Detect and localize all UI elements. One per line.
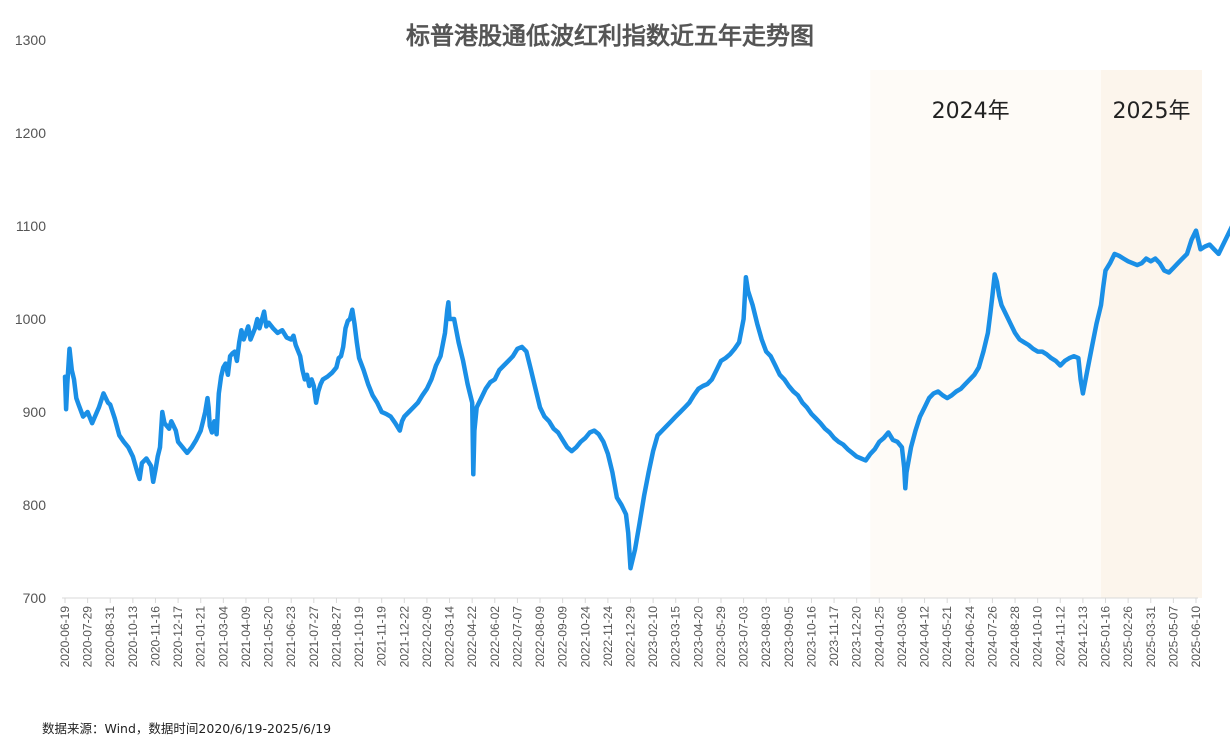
x-tick-label: 2023-11-17 <box>827 606 841 667</box>
x-tick-label: 2022-02-09 <box>420 606 434 668</box>
x-tick-label: 2022-08-09 <box>533 606 547 668</box>
x-tick-label: 2024-11-12 <box>1053 606 1067 667</box>
x-tick-label: 2021-11-19 <box>375 606 389 667</box>
x-tick-label: 2025-05-07 <box>1166 606 1180 668</box>
x-tick-label: 2024-12-13 <box>1076 606 1090 668</box>
x-tick-label: 2021-01-21 <box>194 606 208 668</box>
year-band-1 <box>1100 70 1202 598</box>
y-tick-label: 1300 <box>15 32 46 48</box>
x-tick-label: 2023-10-16 <box>804 606 818 668</box>
x-tick-label: 2020-06-19 <box>58 606 72 668</box>
data-source-note: 数据来源：Wind，数据时间2020/6/19-2025/6/19 <box>42 721 331 736</box>
x-tick-label: 2020-08-31 <box>103 606 117 668</box>
x-tick-label: 2022-04-22 <box>465 606 479 668</box>
x-tick-label: 2022-12-29 <box>624 606 638 668</box>
y-tick-label: 1000 <box>15 311 46 327</box>
x-axis-ticks: 2020-06-19 2020-07-29 2020-08-31 2020-10-13… <box>58 598 1203 667</box>
x-tick-label: 2021-06-23 <box>284 606 298 668</box>
x-tick-label: 2025-06-10 <box>1189 606 1203 668</box>
x-tick-label: 2020-10-13 <box>126 606 140 668</box>
y-tick-label: 900 <box>23 404 47 420</box>
x-tick-label: 2024-01-25 <box>872 606 886 668</box>
x-tick-label: 2021-10-19 <box>352 606 366 668</box>
x-tick-label: 2023-02-10 <box>646 606 660 668</box>
x-tick-label: 2024-03-06 <box>895 606 909 668</box>
x-tick-label: 2023-04-20 <box>691 606 705 668</box>
x-tick-label: 2024-05-21 <box>940 606 954 668</box>
x-tick-label: 2020-11-16 <box>148 606 162 667</box>
x-tick-label: 2023-05-29 <box>714 606 728 668</box>
x-tick-label: 2023-07-03 <box>737 606 751 668</box>
x-tick-label: 2024-08-28 <box>1008 606 1022 668</box>
x-tick-label: 2022-03-14 <box>443 606 457 668</box>
y-axis-ticks: 700 800 900 1000 1100 1200 1300 <box>15 32 46 606</box>
x-tick-label: 2022-06-02 <box>488 606 502 668</box>
x-tick-label: 2024-06-24 <box>963 606 977 668</box>
x-tick-label: 2022-07-07 <box>510 606 524 668</box>
y-tick-label: 700 <box>23 590 47 606</box>
x-tick-label: 2020-12-17 <box>171 606 185 668</box>
index-series-line <box>62 225 1230 571</box>
y-tick-label: 1200 <box>15 125 46 141</box>
x-tick-label: 2025-03-31 <box>1144 606 1158 668</box>
x-tick-label: 2023-09-05 <box>782 606 796 668</box>
y-tick-label: 800 <box>23 497 47 513</box>
chart-title: 标普港股通低波红利指数近五年走势图 <box>406 21 814 50</box>
x-tick-label: 2021-03-04 <box>216 606 230 668</box>
x-tick-label: 2022-09-09 <box>556 606 570 668</box>
x-tick-label: 2020-07-29 <box>81 606 95 668</box>
x-tick-label: 2021-04-09 <box>239 606 253 668</box>
x-tick-label: 2021-07-27 <box>307 606 321 668</box>
band-labels: 2024年 2025年 <box>932 99 1191 124</box>
x-tick-label: 2024-07-26 <box>985 606 999 668</box>
x-tick-label: 2023-12-20 <box>850 606 864 668</box>
x-tick-label: 2025-01-16 <box>1099 606 1113 668</box>
y-tick-label: 1100 <box>16 218 46 234</box>
x-tick-label: 2024-04-12 <box>918 606 932 668</box>
series-layer <box>62 225 1230 571</box>
year-band-label-1: 2025年 <box>1112 99 1190 124</box>
year-band-label-0: 2024年 <box>932 99 1010 124</box>
x-tick-label: 2024-10-10 <box>1031 606 1045 668</box>
x-tick-label: 2022-10-24 <box>578 606 592 668</box>
x-tick-label: 2023-03-15 <box>669 606 683 668</box>
x-tick-label: 2021-08-27 <box>329 606 343 668</box>
x-tick-label: 2025-02-26 <box>1121 606 1135 668</box>
year-bands <box>870 70 1202 598</box>
x-tick-label: 2021-12-22 <box>397 606 411 668</box>
x-tick-label: 2021-05-20 <box>262 606 276 668</box>
x-tick-label: 2023-08-03 <box>759 606 773 668</box>
x-tick-label: 2022-11-24 <box>601 606 615 667</box>
